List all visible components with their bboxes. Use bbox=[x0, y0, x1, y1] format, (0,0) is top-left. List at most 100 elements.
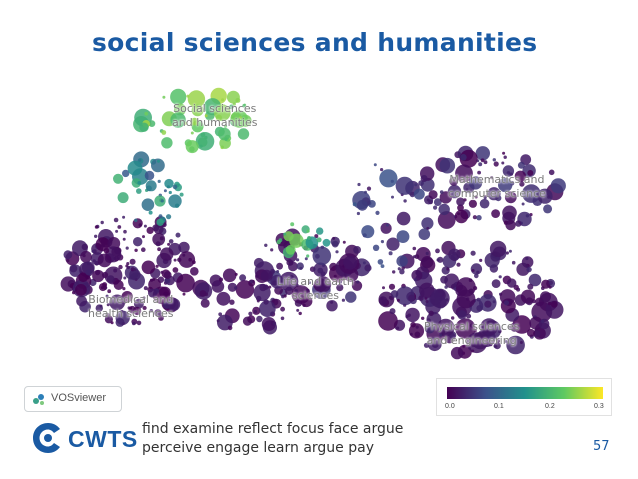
publication-bubble bbox=[106, 303, 110, 307]
publication-bubble bbox=[154, 309, 162, 317]
publication-bubble bbox=[270, 248, 274, 252]
publication-bubble bbox=[401, 266, 405, 270]
publication-bubble bbox=[428, 190, 438, 200]
publication-bubble bbox=[492, 300, 496, 304]
publication-bubble bbox=[260, 269, 273, 282]
publication-bubble bbox=[144, 170, 155, 181]
publication-bubble bbox=[148, 210, 153, 215]
publication-bubble bbox=[421, 256, 434, 269]
scale-tick: 0.0 bbox=[445, 403, 455, 410]
publication-bubble bbox=[457, 204, 464, 212]
publication-bubble bbox=[296, 258, 300, 262]
publication-bubble bbox=[126, 265, 130, 270]
publication-bubble bbox=[545, 300, 564, 319]
publication-bubble bbox=[168, 190, 172, 195]
publication-bubble bbox=[117, 225, 122, 229]
publication-bubble bbox=[516, 262, 530, 276]
publication-bubble bbox=[421, 217, 434, 230]
publication-bubble bbox=[456, 262, 461, 267]
publication-bubble bbox=[478, 162, 483, 167]
publication-bubble bbox=[364, 264, 372, 272]
publication-bubble bbox=[110, 321, 114, 325]
publication-bubble bbox=[133, 268, 137, 271]
publication-bubble bbox=[276, 262, 283, 270]
publication-bubble bbox=[362, 261, 366, 265]
publication-bubble bbox=[113, 217, 119, 223]
publication-bubble bbox=[314, 234, 319, 239]
publication-bubble bbox=[430, 288, 450, 308]
slide-caption: find examine reflect focus face argue pe… bbox=[142, 420, 403, 458]
publication-bubble bbox=[506, 335, 525, 355]
publication-bubble bbox=[456, 289, 476, 309]
publication-bubble bbox=[159, 286, 171, 299]
publication-bubble bbox=[187, 90, 206, 108]
scale-tick: 0.1 bbox=[494, 403, 504, 410]
publication-bubble bbox=[396, 211, 411, 226]
publication-bubble bbox=[476, 215, 482, 221]
publication-bubble bbox=[472, 215, 477, 220]
region-label-line: and engineering bbox=[426, 334, 517, 347]
publication-bubble bbox=[483, 160, 488, 165]
publication-bubble bbox=[521, 202, 525, 206]
publication-bubble bbox=[356, 211, 360, 216]
publication-bubble bbox=[372, 244, 380, 251]
publication-bubble bbox=[255, 274, 259, 278]
publication-bubble bbox=[200, 298, 210, 308]
publication-bubble bbox=[378, 311, 398, 331]
publication-bubble bbox=[425, 251, 429, 256]
publication-bubble bbox=[455, 164, 473, 183]
publication-bubble bbox=[139, 122, 149, 132]
publication-bubble bbox=[185, 140, 199, 154]
publication-bubble bbox=[272, 321, 277, 326]
publication-bubble bbox=[216, 291, 231, 306]
publication-bubble bbox=[548, 280, 553, 285]
publication-bubble bbox=[115, 317, 125, 327]
publication-bubble bbox=[408, 323, 425, 339]
publication-bubble bbox=[263, 299, 269, 305]
publication-bubble bbox=[218, 127, 231, 141]
publication-bubble bbox=[122, 287, 126, 291]
publication-bubble bbox=[176, 273, 195, 293]
publication-bubble bbox=[149, 309, 154, 313]
publication-bubble bbox=[496, 339, 501, 343]
publication-bubble bbox=[540, 319, 545, 324]
publication-bubble bbox=[117, 192, 129, 204]
publication-bubble bbox=[424, 323, 435, 334]
publication-bubble bbox=[155, 264, 159, 268]
publication-bubble bbox=[132, 321, 136, 326]
publication-bubble bbox=[168, 239, 174, 244]
publication-bubble bbox=[550, 301, 558, 308]
publication-bubble bbox=[343, 255, 357, 270]
publication-bubble bbox=[345, 291, 357, 303]
publication-bubble bbox=[213, 104, 231, 122]
publication-bubble bbox=[450, 346, 464, 360]
publication-bubble bbox=[218, 312, 223, 317]
publication-bubble bbox=[178, 251, 196, 268]
publication-bubble bbox=[118, 264, 123, 270]
publication-bubble bbox=[234, 272, 238, 276]
publication-bubble bbox=[157, 179, 161, 183]
publication-bubble bbox=[300, 295, 313, 308]
publication-bubble bbox=[157, 159, 160, 163]
publication-bubble bbox=[470, 250, 476, 256]
publication-bubble bbox=[520, 289, 536, 304]
publication-bubble bbox=[132, 306, 142, 316]
publication-bubble bbox=[470, 263, 483, 275]
page-number: 57 bbox=[593, 439, 610, 454]
publication-bubble bbox=[423, 342, 430, 348]
publication-bubble bbox=[533, 330, 540, 336]
publication-bubble bbox=[229, 299, 235, 305]
publication-bubble bbox=[427, 337, 442, 352]
publication-bubble bbox=[63, 250, 73, 260]
publication-bubble bbox=[170, 112, 186, 128]
publication-bubble bbox=[276, 239, 281, 245]
publication-bubble bbox=[471, 349, 475, 353]
publication-bubble bbox=[408, 294, 416, 302]
publication-bubble bbox=[178, 241, 190, 254]
publication-bubble bbox=[373, 163, 377, 167]
publication-bubble bbox=[474, 195, 478, 199]
publication-bubble bbox=[480, 158, 485, 163]
publication-bubble bbox=[107, 237, 121, 250]
publication-bubble bbox=[253, 283, 271, 302]
publication-bubble bbox=[547, 301, 552, 306]
